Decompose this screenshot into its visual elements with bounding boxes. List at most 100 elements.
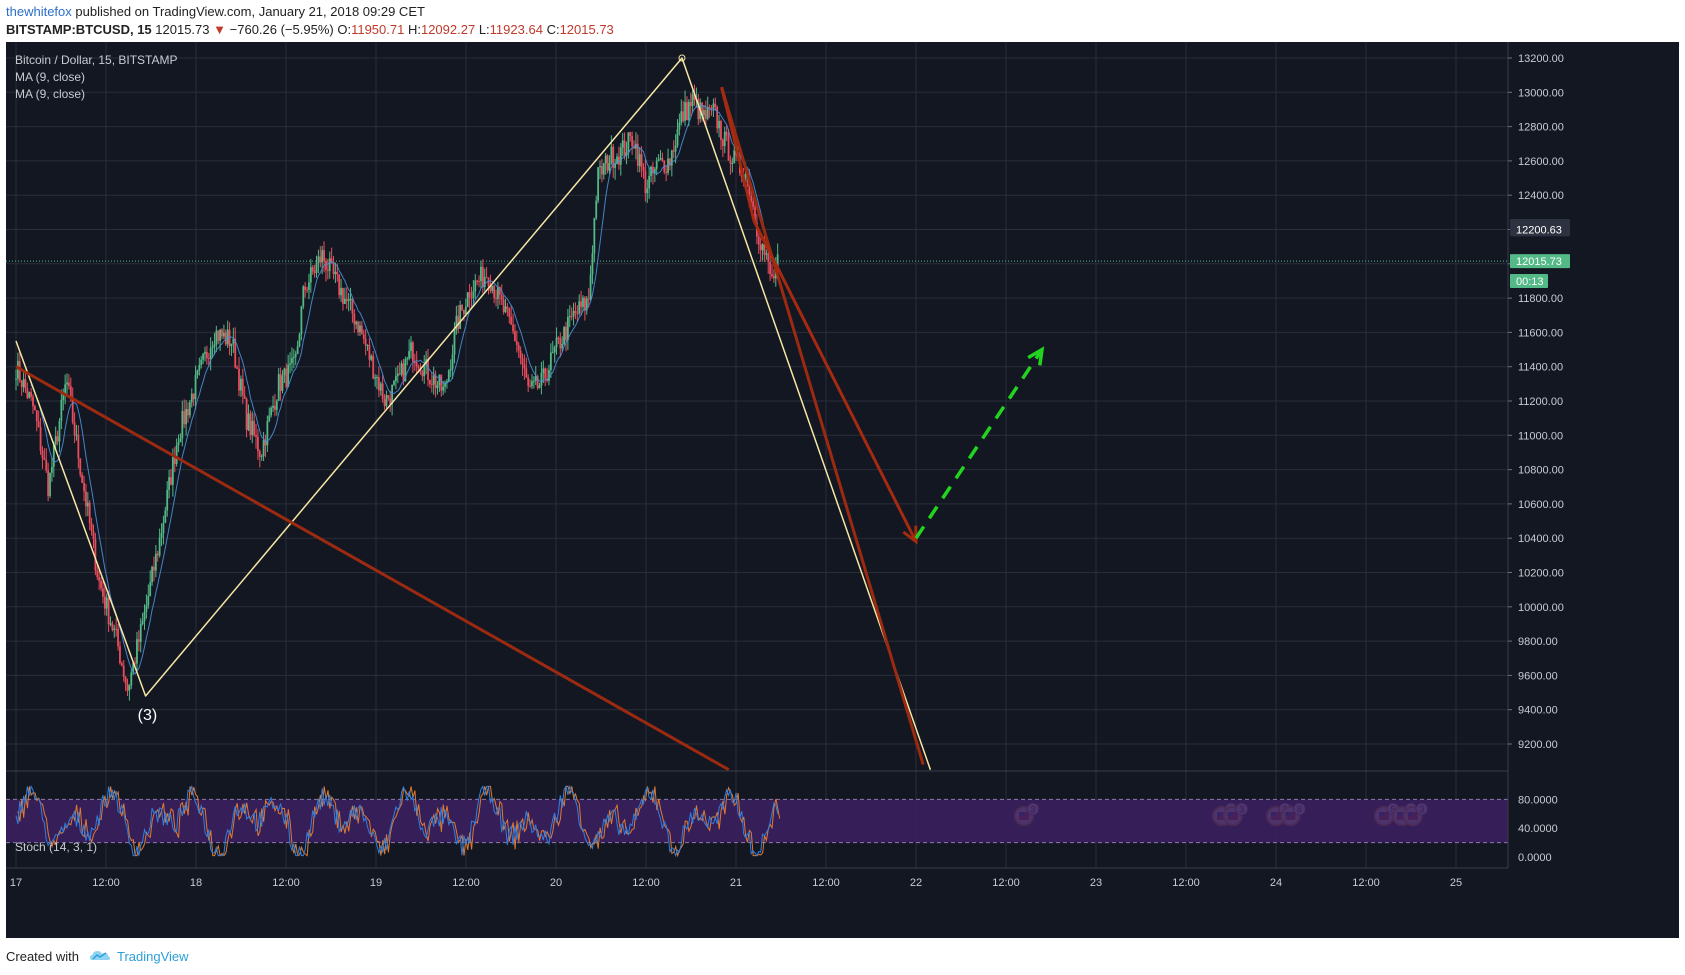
candle-body	[52, 444, 55, 467]
candle-body	[264, 440, 267, 446]
candle-body	[655, 161, 658, 169]
forecast-arrow-head	[902, 525, 918, 545]
candle-body	[716, 106, 719, 129]
candle-body	[421, 371, 424, 377]
candle-body	[627, 132, 630, 153]
candle-body	[485, 277, 488, 279]
footer: Created with TradingView	[0, 938, 1685, 975]
candle-body	[580, 301, 583, 307]
candle-body	[440, 374, 443, 391]
candle-body	[451, 354, 454, 369]
candle-body	[94, 539, 97, 571]
candle-body	[119, 646, 121, 664]
open-value: 11950.71	[351, 22, 405, 37]
candle-body	[678, 122, 681, 130]
candle-body	[219, 329, 222, 341]
price-label-last: 12015.73	[1516, 256, 1562, 268]
candle-body	[559, 338, 562, 349]
candle-body	[192, 393, 195, 400]
candle-body	[319, 256, 322, 263]
candle-body	[447, 370, 450, 382]
candle-body	[168, 477, 170, 490]
candle-body	[115, 628, 118, 630]
candle-body	[532, 380, 535, 382]
price-tick-label: 10600.00	[1518, 499, 1564, 511]
candle-body	[506, 306, 509, 309]
candle-body	[733, 150, 736, 164]
chart-panel[interactable]: (3)3233853313200.0013000.0012800.0012600…	[6, 42, 1679, 938]
candle-body	[761, 244, 764, 251]
candle-body	[489, 286, 492, 291]
candle-body	[708, 107, 711, 109]
candle-body	[357, 321, 359, 333]
candle-body	[71, 397, 74, 423]
candle-body	[478, 280, 480, 282]
candle-body	[198, 364, 201, 371]
candle-body	[629, 132, 632, 136]
candle-body	[205, 351, 208, 359]
candle-body	[616, 156, 618, 164]
candle-body	[362, 334, 365, 339]
candle-body	[500, 294, 503, 300]
candle-body	[593, 217, 596, 254]
price-tick-label: 12400.00	[1518, 190, 1564, 202]
candle-body	[230, 343, 233, 347]
candle-body	[427, 359, 429, 380]
candle-body	[459, 305, 462, 329]
candle-body	[430, 383, 433, 385]
candle-body	[529, 385, 531, 387]
candle-body	[436, 385, 439, 389]
candle-body	[204, 351, 206, 354]
candle-body	[548, 370, 550, 381]
candle-body	[538, 385, 541, 389]
candle-body	[207, 358, 210, 360]
candle-body	[531, 381, 533, 387]
candle-body	[729, 160, 732, 164]
candle-body	[132, 662, 135, 673]
candle-body	[720, 120, 722, 140]
candle-body	[379, 383, 382, 391]
stoch-tick-label: 0.0000	[1518, 852, 1552, 864]
author-link[interactable]: thewhitefox	[6, 4, 72, 19]
candle-body	[260, 456, 263, 458]
candle-body	[463, 309, 465, 315]
candle-body	[321, 250, 324, 263]
candle-body	[92, 530, 95, 540]
candle-body	[111, 623, 114, 631]
legend-ma-1: MA (9, close)	[15, 70, 86, 84]
candle-body	[162, 522, 165, 534]
candle-body	[510, 316, 513, 325]
candle-body	[60, 400, 63, 422]
candle-body	[551, 352, 554, 354]
price-tick-label: 9800.00	[1518, 636, 1558, 648]
tradingview-link[interactable]: TradingView	[117, 949, 189, 964]
candle-body	[126, 683, 129, 691]
candle-body	[253, 420, 256, 436]
candle-body	[665, 172, 668, 174]
candle-body	[39, 427, 42, 451]
candle-body	[540, 372, 543, 386]
price-chart[interactable]: (3)3233853313200.0013000.0012800.0012600…	[6, 42, 1679, 938]
candle-body	[534, 376, 537, 381]
candle-body	[236, 367, 239, 369]
candle-body	[449, 368, 452, 371]
candle-body	[285, 368, 288, 388]
candle-body	[175, 445, 178, 464]
candle-body	[223, 332, 225, 337]
publish-info: thewhitefox published on TradingView.com…	[6, 4, 425, 19]
candle-body	[515, 341, 518, 346]
candle-body	[360, 325, 363, 335]
candle-body	[776, 254, 779, 268]
candle-body	[211, 346, 214, 348]
candle-body	[672, 150, 675, 152]
candle-body	[557, 337, 560, 339]
candle-body	[98, 577, 101, 581]
candle-body	[18, 361, 21, 381]
candle-body	[122, 665, 125, 678]
grid-lines	[6, 42, 1508, 868]
candle-body	[51, 466, 53, 473]
candle-body	[640, 154, 643, 168]
candle-body	[130, 672, 133, 686]
candle-body	[128, 685, 131, 691]
stoch-band	[6, 799, 1508, 843]
